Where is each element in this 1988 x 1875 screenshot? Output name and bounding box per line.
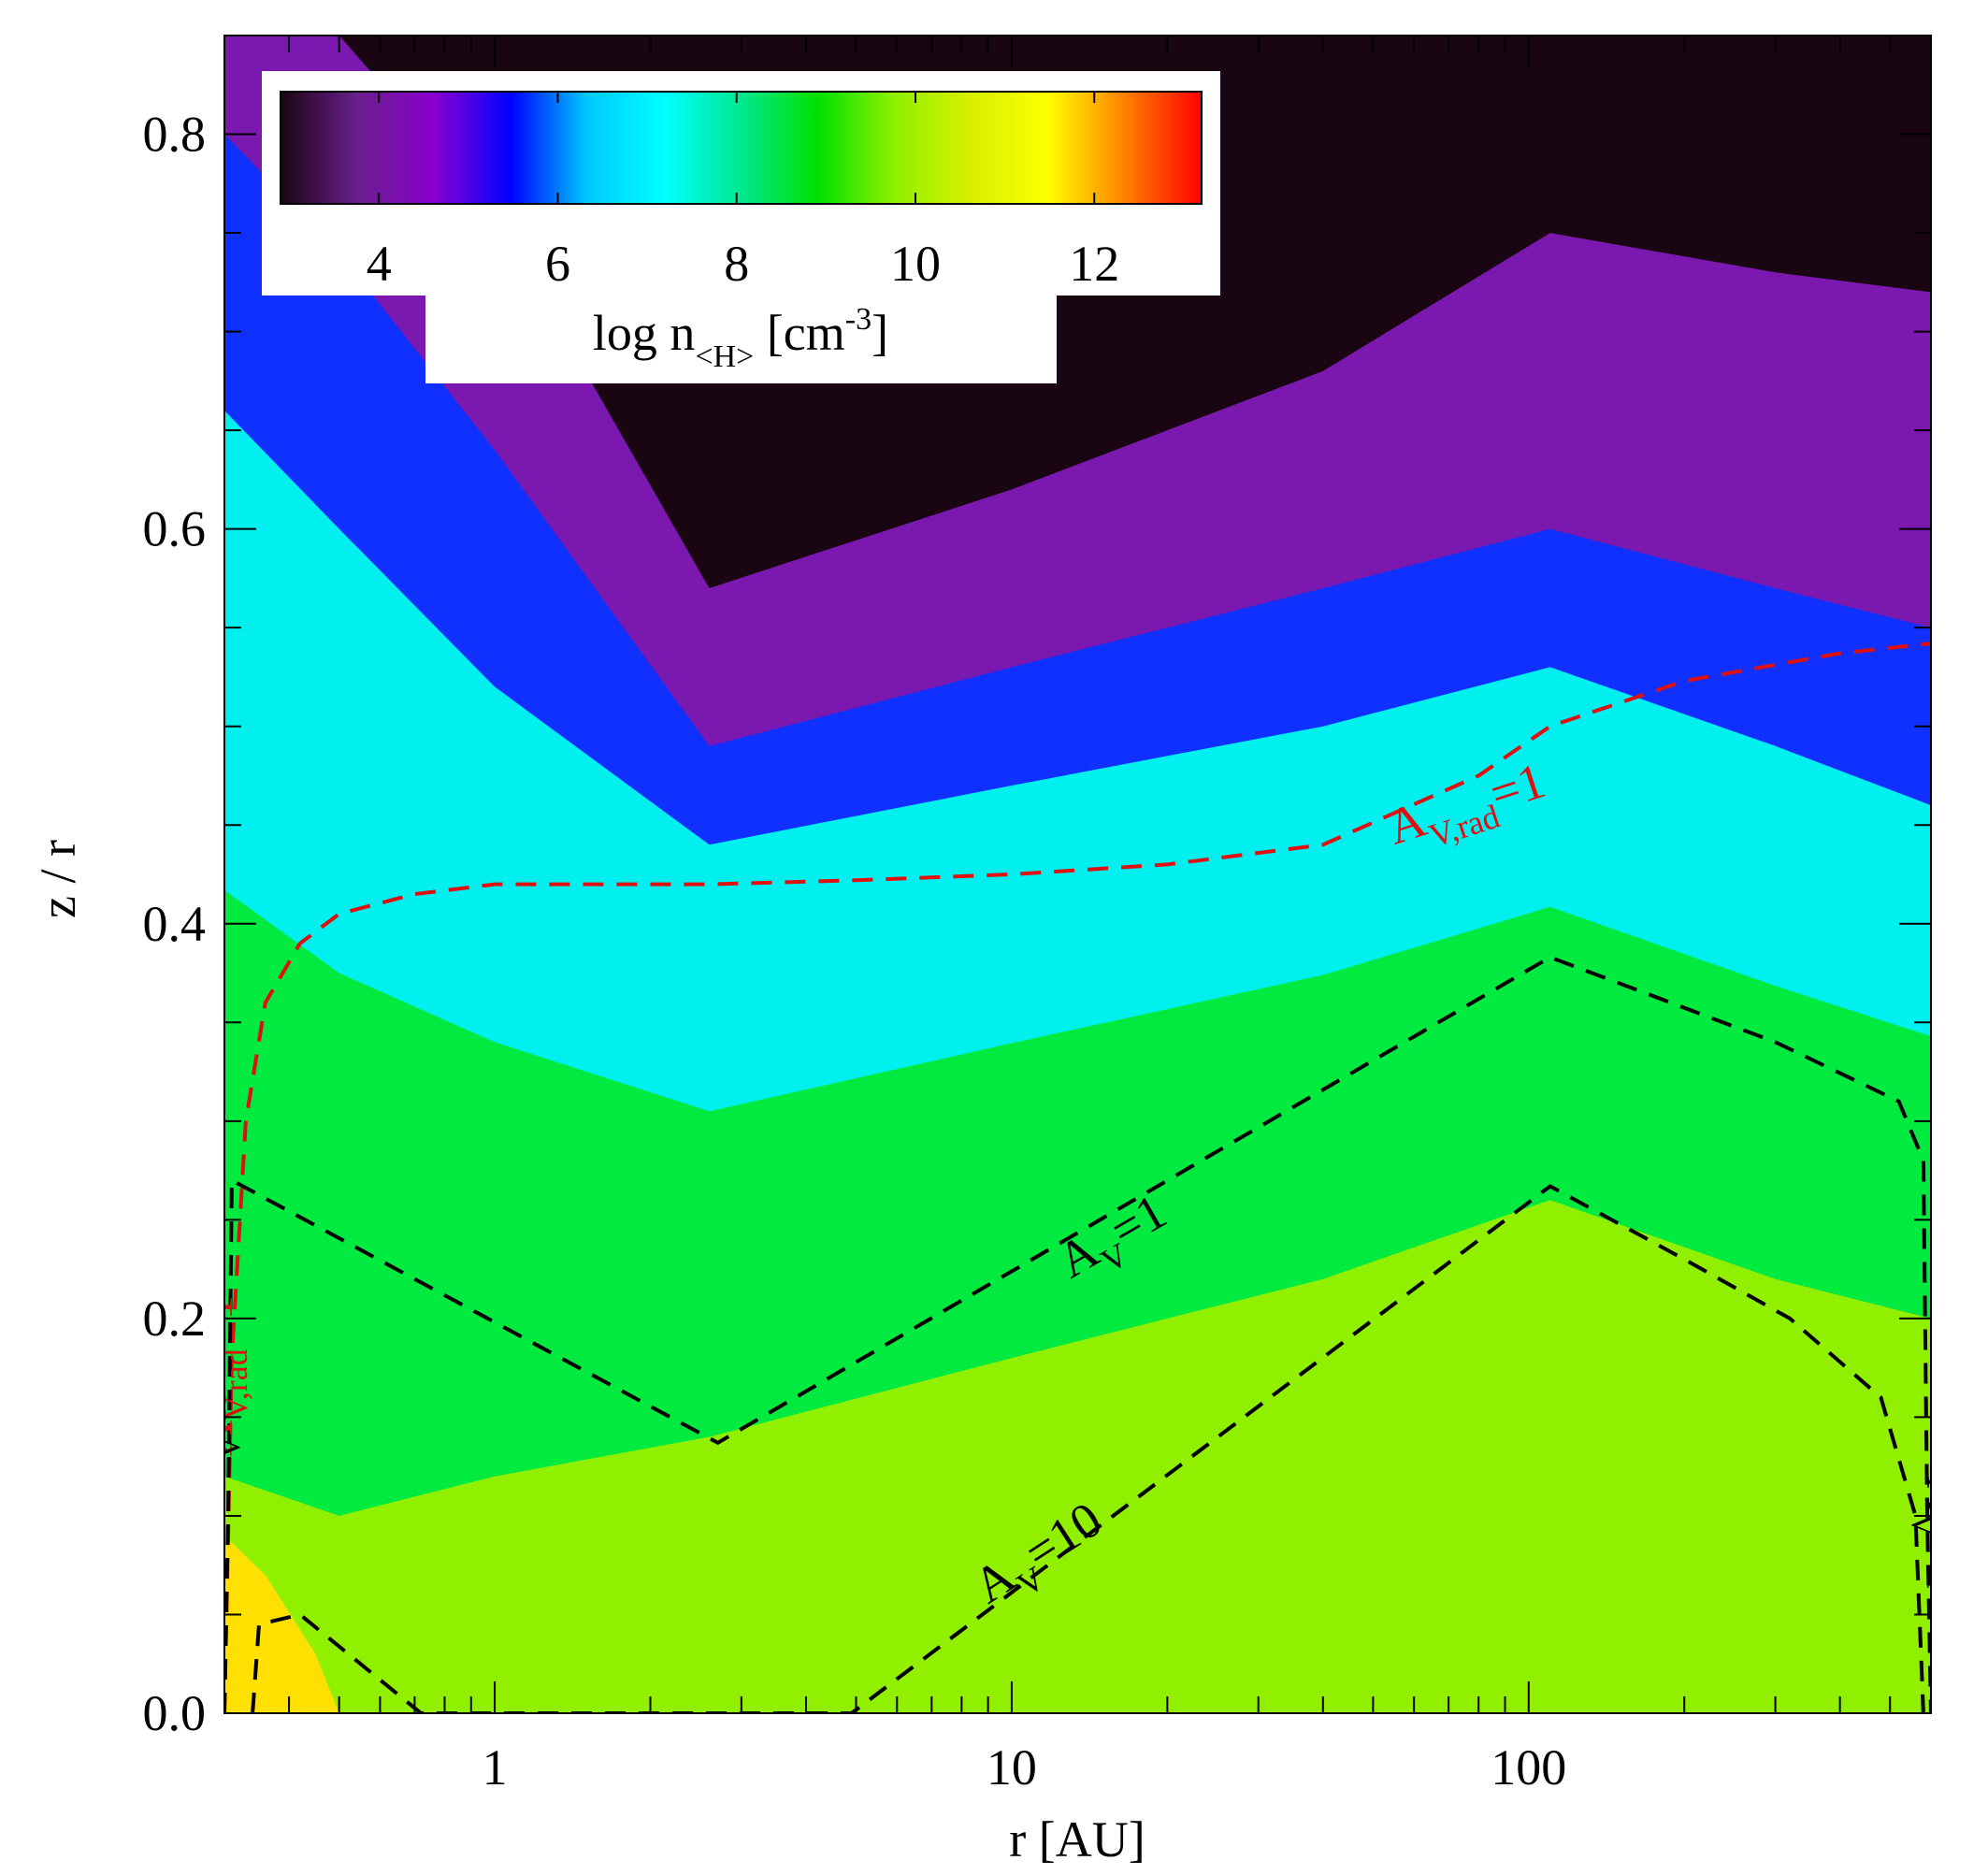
colorbar-label-unit: [cm — [754, 305, 844, 361]
density-band-yellow — [224, 1536, 339, 1713]
contour-lines — [224, 642, 1931, 1713]
x-tick-label: 1 — [483, 1739, 508, 1796]
y-tick-label: 0.2 — [143, 1291, 207, 1347]
contour-label-4: AV=1 — [180, 1381, 247, 1495]
y-tick-label: 0.0 — [143, 1685, 207, 1741]
colorbar-tick-label: 10 — [890, 236, 941, 292]
colorbar-label-sup: -3 — [845, 302, 872, 337]
colorbar-gradient — [280, 91, 1203, 205]
plot-frame — [223, 35, 1932, 1714]
colorbar-label-background — [425, 281, 1057, 383]
x-tick-label: 100 — [1491, 1739, 1566, 1796]
colorbar-label-close: ] — [872, 305, 888, 361]
colorbar-tick-label: 12 — [1069, 236, 1119, 292]
colorbar-tick-label: 4 — [367, 236, 392, 292]
colorbar: 4 6 8 10 12 log n<H> [cm-3] — [262, 71, 1220, 383]
y-tick-label: 0.4 — [143, 896, 207, 952]
colorbar-label: log n<H> [cm-3] — [593, 302, 888, 374]
y-axis-ticks: 0.0 0.2 0.4 0.6 0.8 — [143, 35, 1931, 1741]
density-band-yellowgreen — [224, 1200, 1931, 1713]
contour-label-3: AV,rad=1 — [187, 1295, 254, 1457]
colorbar-tick-label: 8 — [724, 236, 749, 292]
contour-line-0 — [224, 642, 1931, 1713]
colorbar-tick-label: 6 — [545, 236, 570, 292]
x-tick-label: 10 — [987, 1739, 1037, 1796]
y-tick-label: 0.8 — [143, 107, 207, 163]
colorbar-label-sub: <H> — [695, 339, 754, 374]
x-axis-label: r [AU] — [1009, 1811, 1145, 1868]
contour-line-2 — [251, 1184, 1925, 1713]
y-tick-label: 0.6 — [143, 501, 207, 557]
y-axis-label: z / r — [30, 840, 86, 918]
contour-line-1 — [224, 955, 1931, 1713]
colorbar-label-main: log n — [593, 305, 696, 361]
x-axis-ticks: 1 10 100 — [223, 36, 1932, 1796]
contour-label-5: AV=1 — [1905, 1477, 1972, 1591]
density-field — [224, 36, 1931, 1713]
colorbar-ticks: 4 6 8 10 12 — [367, 92, 1119, 292]
